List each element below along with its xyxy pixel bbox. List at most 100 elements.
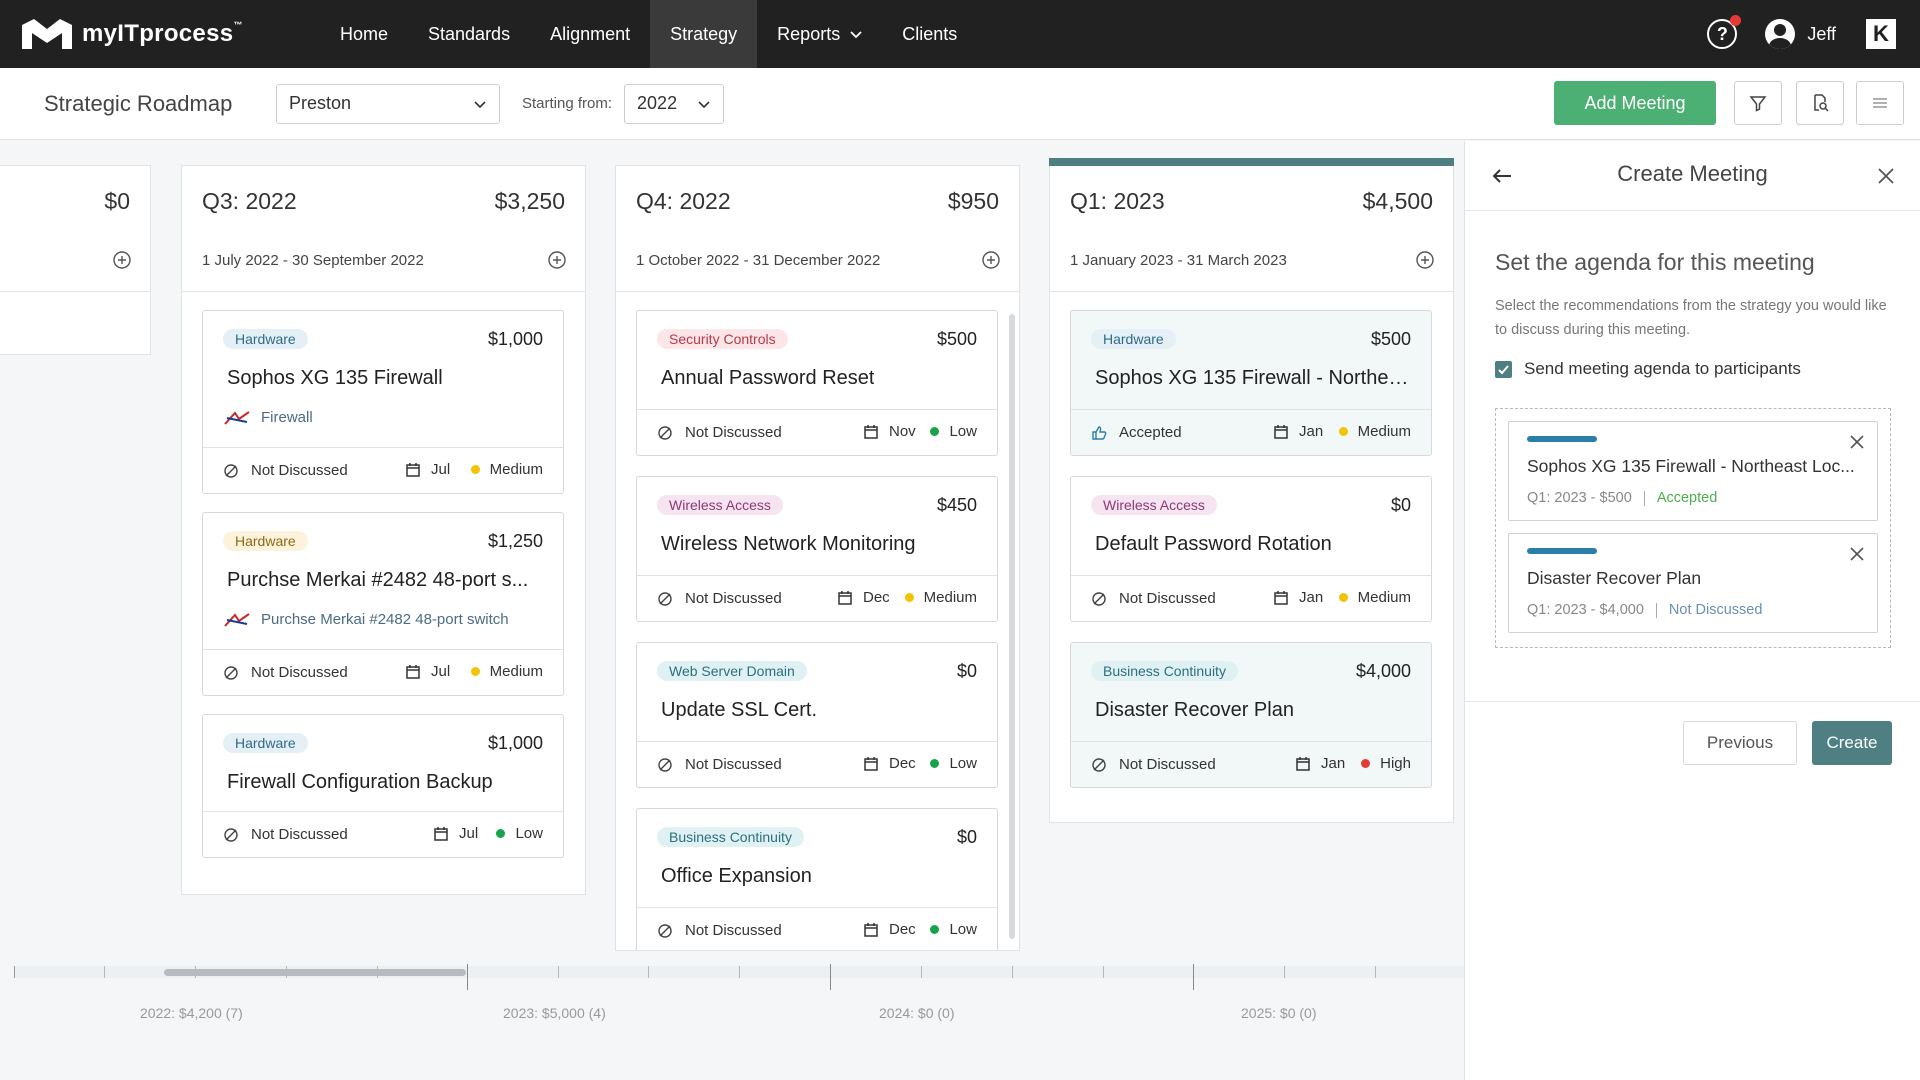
card-month-label: Jul <box>459 825 479 842</box>
card-title: Disaster Recover Plan <box>1095 699 1294 721</box>
nav-reports[interactable]: Reports <box>757 0 882 68</box>
roadmap-board: $0 Q3: 2022 $3,250 1 July 2022 - 30 Sept… <box>0 141 1464 1080</box>
card-status: Not Discussed <box>657 922 782 939</box>
agenda-item[interactable]: Sophos XG 135 Firewall - Northeast Loc..… <box>1508 421 1878 521</box>
nav-reports-label: Reports <box>777 23 841 44</box>
calendar-icon <box>1296 756 1310 771</box>
agenda-item-meta: Q1: 2023 - $500 Accepted <box>1527 490 1717 506</box>
card-status-label: Not Discussed <box>685 590 782 607</box>
top-nav-bar: myITprocess™ Home Standards Alignment St… <box>0 0 1920 68</box>
card-priority-label: Low <box>949 921 977 938</box>
card-priority-label: Low <box>949 755 977 772</box>
agenda-item-color-bar <box>1527 548 1597 554</box>
card-priority-label: Medium <box>1357 423 1411 440</box>
card-footer: Not Discussed Dec Low <box>637 907 997 950</box>
checkbox-checked-icon[interactable] <box>1495 360 1512 378</box>
card-month-label: Nov <box>889 423 916 440</box>
category-tag: Business Continuity <box>657 827 804 847</box>
close-icon[interactable] <box>1876 166 1896 186</box>
create-button[interactable]: Create <box>1812 721 1892 765</box>
card-status-label: Accepted <box>1119 424 1182 441</box>
recommendation-card[interactable]: Wireless Access $0 Default Password Rota… <box>1070 476 1432 622</box>
recommendation-card[interactable]: Business Continuity $4,000 Disaster Reco… <box>1070 642 1432 788</box>
category-tag: Wireless Access <box>657 495 783 515</box>
add-circle-icon[interactable] <box>547 250 567 270</box>
preview-button[interactable] <box>1796 81 1844 125</box>
year-select[interactable]: 2022 <box>624 83 725 124</box>
recommendation-card[interactable]: Wireless Access $450 Wireless Network Mo… <box>636 476 998 622</box>
send-agenda-checkbox[interactable]: Send meeting agenda to participants <box>1495 359 1801 379</box>
menu-button[interactable] <box>1856 81 1904 125</box>
priority-dot <box>1338 427 1348 436</box>
card-footer: Not Discussed Jul Medium <box>203 649 563 695</box>
recommendation-card[interactable]: Hardware $1,000 Sophos XG 135 Firewall F… <box>202 310 564 494</box>
priority-dot <box>496 829 506 838</box>
kaseya-logo-icon[interactable]: K <box>1866 19 1896 49</box>
brand-logo[interactable]: myITprocess™ <box>20 17 300 51</box>
card-status: Not Discussed <box>1091 756 1216 773</box>
filter-button[interactable] <box>1734 81 1782 125</box>
not-discussed-icon <box>1092 591 1106 606</box>
column-header: Q4: 2022 $950 1 October 2022 - 31 Decemb… <box>616 166 1019 292</box>
recommendation-card[interactable]: Business Continuity $0 Office Expansion … <box>636 808 998 950</box>
timeline-label-2022: 2022: $4,200 (7) <box>140 1005 243 1021</box>
recommendation-card[interactable]: Security Controls $500 Annual Password R… <box>636 310 998 456</box>
thumbs-up-icon <box>1092 425 1107 440</box>
card-month: Nov <box>863 423 916 440</box>
not-discussed-icon <box>224 665 238 680</box>
nav-strategy[interactable]: Strategy <box>650 0 758 68</box>
column-total: $0 <box>104 188 130 214</box>
add-circle-icon[interactable] <box>1415 250 1435 270</box>
nav-clients[interactable]: Clients <box>902 23 958 44</box>
calendar-icon <box>406 664 420 679</box>
agenda-heading: Set the agenda for this meeting <box>1495 249 1815 275</box>
agenda-item[interactable]: Disaster Recover Plan Q1: 2023 - $4,000 N… <box>1508 533 1878 633</box>
column-date-range: 1 January 2023 - 31 March 2023 <box>1070 252 1287 269</box>
back-arrow-icon[interactable] <box>1491 165 1513 187</box>
timeline-label-2023: 2023: $5,000 (4) <box>503 1005 606 1021</box>
user-menu[interactable]: Jeff <box>1765 19 1836 49</box>
add-circle-icon[interactable] <box>981 250 1001 270</box>
card-status: Accepted <box>1091 424 1182 441</box>
card-status-label: Not Discussed <box>685 424 782 441</box>
agenda-dropzone[interactable]: Sophos XG 135 Firewall - Northeast Loc..… <box>1495 408 1891 648</box>
client-select[interactable]: Preston <box>276 83 500 124</box>
nav-alignment[interactable]: Alignment <box>550 23 631 44</box>
remove-icon[interactable] <box>1849 546 1865 562</box>
add-meeting-button[interactable]: Add Meeting <box>1554 81 1716 125</box>
card-amount: $4,000 <box>1355 661 1411 681</box>
panel-title: Create Meeting <box>1617 161 1768 186</box>
card-month: Jul <box>405 663 450 680</box>
calendar-icon <box>434 826 448 841</box>
recommendation-card[interactable]: Hardware $500 Sophos XG 135 Firewall - N… <box>1070 310 1432 456</box>
card-month-label: Jan <box>1299 589 1324 606</box>
card-priority-label: Medium <box>923 589 977 606</box>
recommendation-card[interactable]: Hardware $1,000 Firewall Configuration B… <box>202 714 564 858</box>
nav-standards[interactable]: Standards <box>428 23 511 44</box>
help-icon[interactable]: ? <box>1707 15 1742 49</box>
timeline-scrubber[interactable] <box>14 964 1464 990</box>
not-discussed-icon <box>658 757 672 772</box>
priority-dot <box>904 593 914 602</box>
add-circle-icon[interactable] <box>112 250 132 270</box>
timeline-thumb[interactable] <box>164 969 466 976</box>
previous-button[interactable]: Previous <box>1683 721 1797 765</box>
card-status-label: Not Discussed <box>251 462 348 479</box>
calendar-icon <box>406 462 420 477</box>
hamburger-icon <box>1873 98 1887 108</box>
recommendation-card[interactable]: Web Server Domain $0 Update SSL Cert. No… <box>636 642 998 788</box>
column-date-range: 1 October 2022 - 31 December 2022 <box>636 252 881 269</box>
card-title: Purchse Merkai #2482 48-port s... <box>227 569 529 591</box>
card-priority: Low <box>930 423 977 440</box>
remove-icon[interactable] <box>1849 434 1865 450</box>
card-footer: Not Discussed Jul Medium <box>203 447 563 493</box>
recommendation-card[interactable]: Hardware $1,250 Purchse Merkai #2482 48-… <box>202 512 564 696</box>
card-priority: Medium <box>470 663 543 680</box>
nav-home[interactable]: Home <box>340 23 389 44</box>
timeline-tick <box>1012 966 1013 978</box>
card-asset: Purchse Merkai #2482 48-port switch <box>223 611 509 628</box>
category-tag: Hardware <box>223 329 308 349</box>
card-footer: Not Discussed Jul Low <box>203 811 563 857</box>
column-scrollbar[interactable] <box>1009 314 1015 939</box>
card-title: Default Password Rotation <box>1095 533 1332 555</box>
